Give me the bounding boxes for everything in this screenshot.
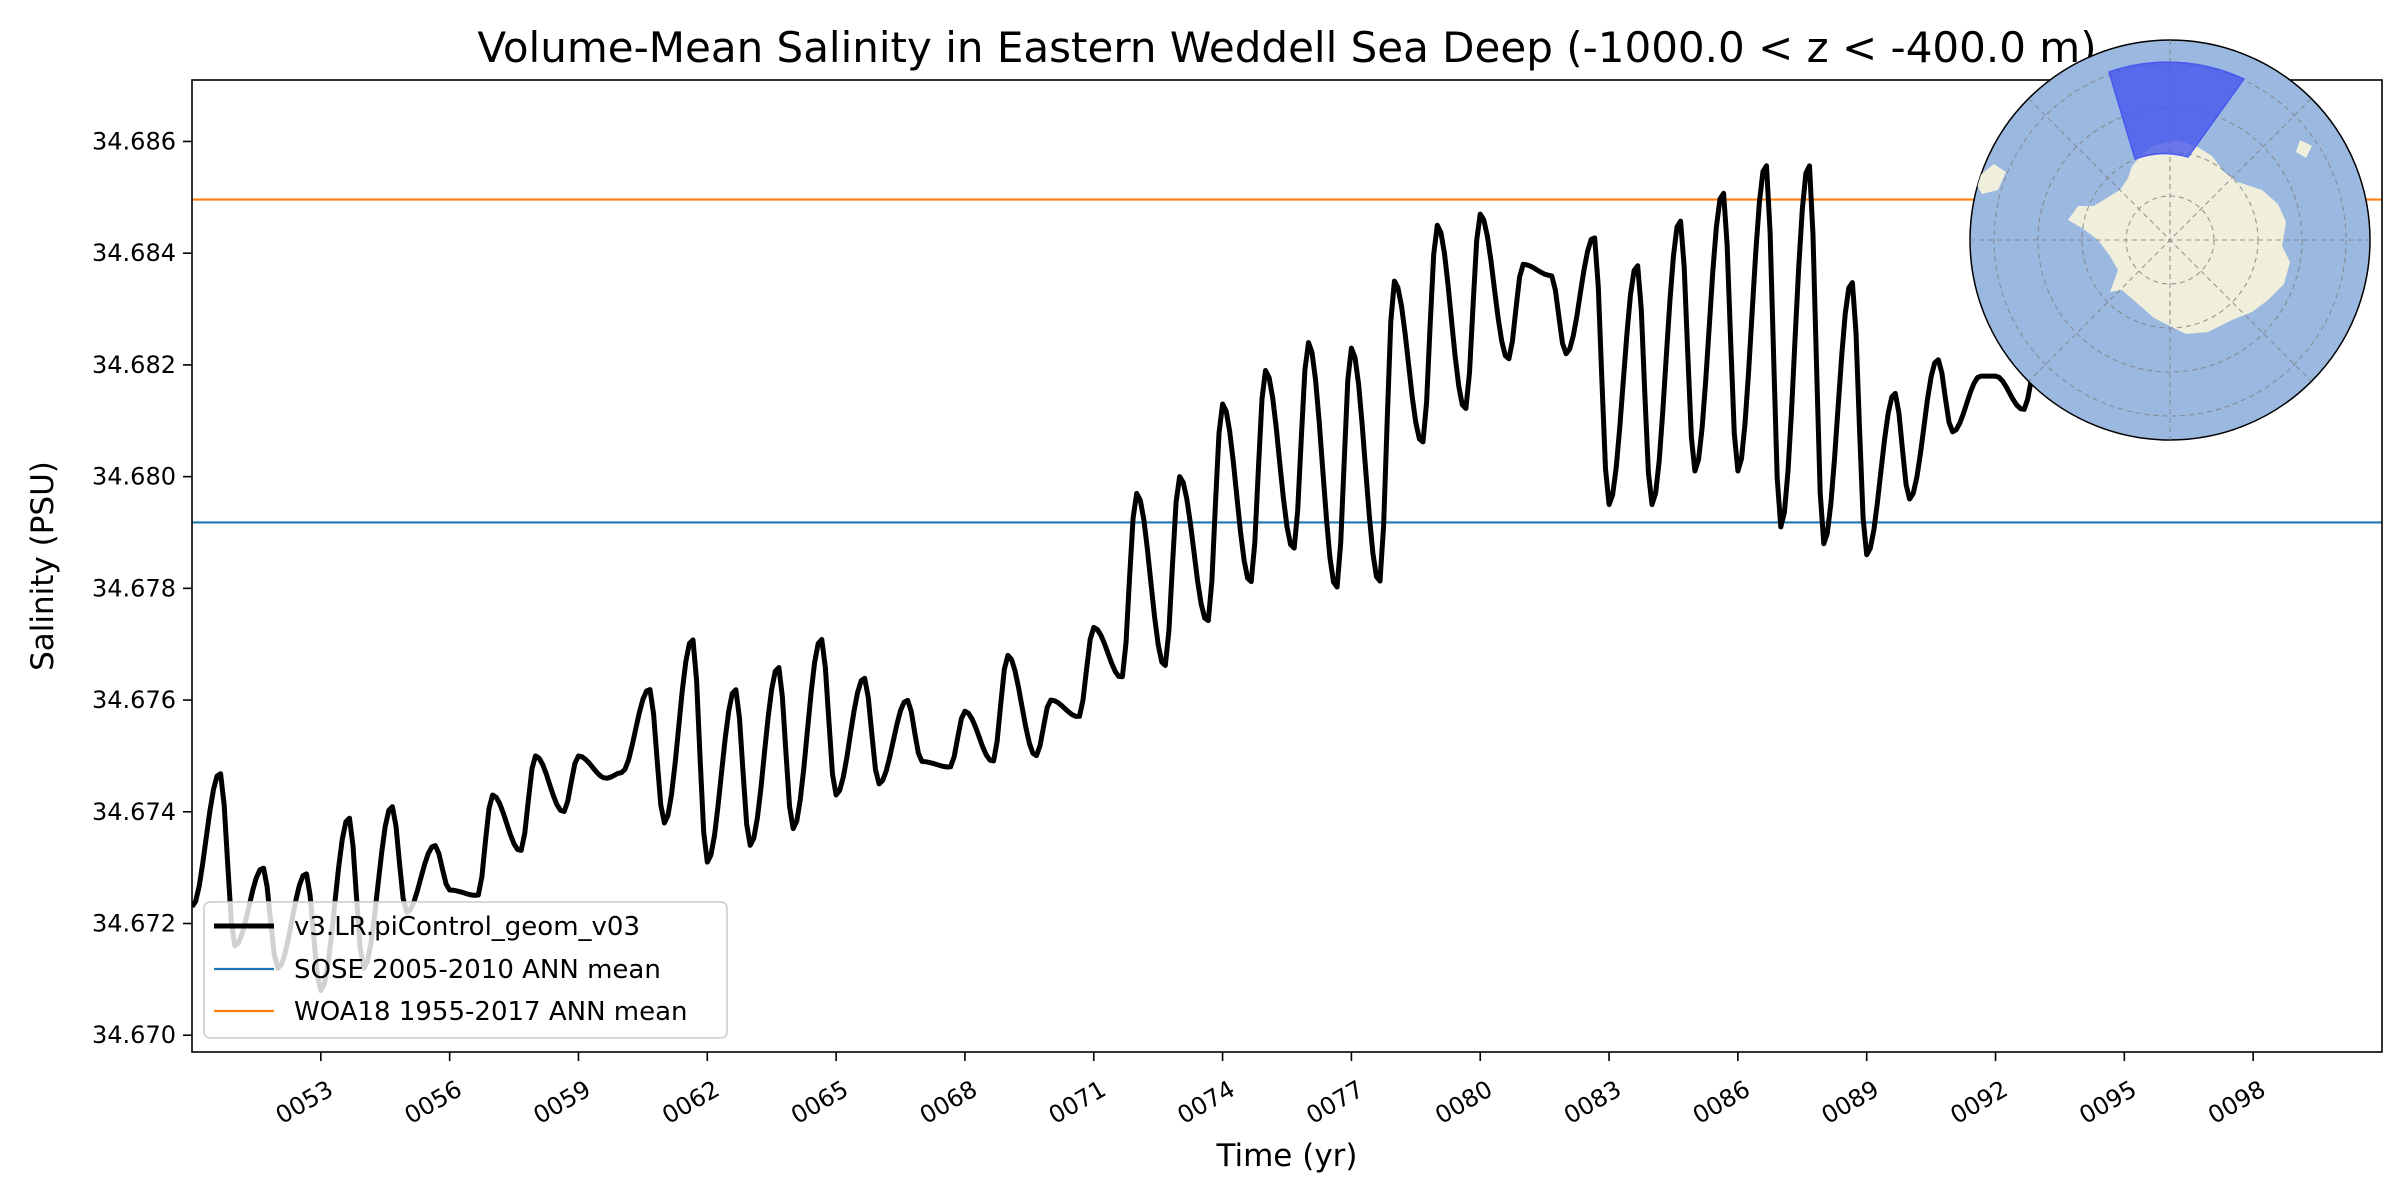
antarctica-region-inset-map — [1969, 39, 2371, 441]
y-tick-label: 34.680 — [92, 463, 176, 491]
y-tick-label: 34.684 — [92, 239, 176, 267]
x-tick-label: 0068 — [915, 1075, 982, 1130]
legend-label-woa18: WOA18 1955-2017 ANN mean — [294, 997, 688, 1027]
x-tick-label: 0071 — [1044, 1075, 1111, 1130]
y-tick-label: 34.678 — [92, 574, 176, 602]
x-tick-label: 0056 — [400, 1075, 467, 1130]
y-axis-ticks: 34.670 34.672 34.674 34.676 34.678 34.680 34.6… — [92, 127, 192, 1049]
x-tick-label: 0095 — [2074, 1075, 2141, 1130]
legend-box — [203, 901, 728, 1039]
x-tick-label: 0089 — [1817, 1075, 1884, 1130]
inset-weddell-sea-region — [2108, 61, 2246, 160]
x-tick-label: 0053 — [271, 1075, 338, 1130]
x-tick-label: 0059 — [529, 1075, 596, 1130]
x-tick-label: 0074 — [1173, 1075, 1240, 1130]
inset-land-patch — [2296, 140, 2312, 158]
legend: v3.LR.piControl_geom_v03 SOSE 2005-2010 … — [203, 901, 728, 1039]
y-axis-title: Salinity (PSU) — [25, 461, 61, 671]
x-tick-label: 0086 — [1688, 1075, 1755, 1130]
y-tick-label: 34.670 — [92, 1021, 176, 1049]
inset-antarctica — [2068, 140, 2290, 334]
x-tick-label: 0092 — [1946, 1075, 2013, 1130]
model-salinity-line — [192, 150, 2342, 994]
x-tick-label: 0098 — [2203, 1075, 2270, 1130]
x-tick-label: 0077 — [1302, 1075, 1369, 1130]
x-tick-label: 0083 — [1559, 1075, 1626, 1130]
x-tick-label: 0080 — [1430, 1075, 1497, 1130]
x-axis-ticks: 0053 0056 0059 0062 0065 0068 0071 0074 0077 0080… — [271, 1052, 2270, 1130]
chart-title: Volume-Mean Salinity in Eastern Weddell … — [477, 23, 2096, 72]
y-tick-label: 34.676 — [92, 686, 176, 714]
y-tick-label: 34.674 — [92, 798, 176, 826]
inset-land-patch — [1974, 164, 2006, 194]
x-tick-label: 0062 — [657, 1075, 724, 1130]
y-tick-label: 34.686 — [92, 127, 176, 155]
y-tick-label: 34.682 — [92, 351, 176, 379]
legend-label-sose: SOSE 2005-2010 ANN mean — [294, 955, 661, 985]
legend-label-model: v3.LR.piControl_geom_v03 — [294, 912, 640, 942]
x-axis-title: Time (yr) — [1216, 1138, 1358, 1174]
y-tick-label: 34.672 — [92, 910, 176, 938]
plot-frame — [191, 79, 2383, 1053]
x-tick-label: 0065 — [786, 1075, 853, 1130]
